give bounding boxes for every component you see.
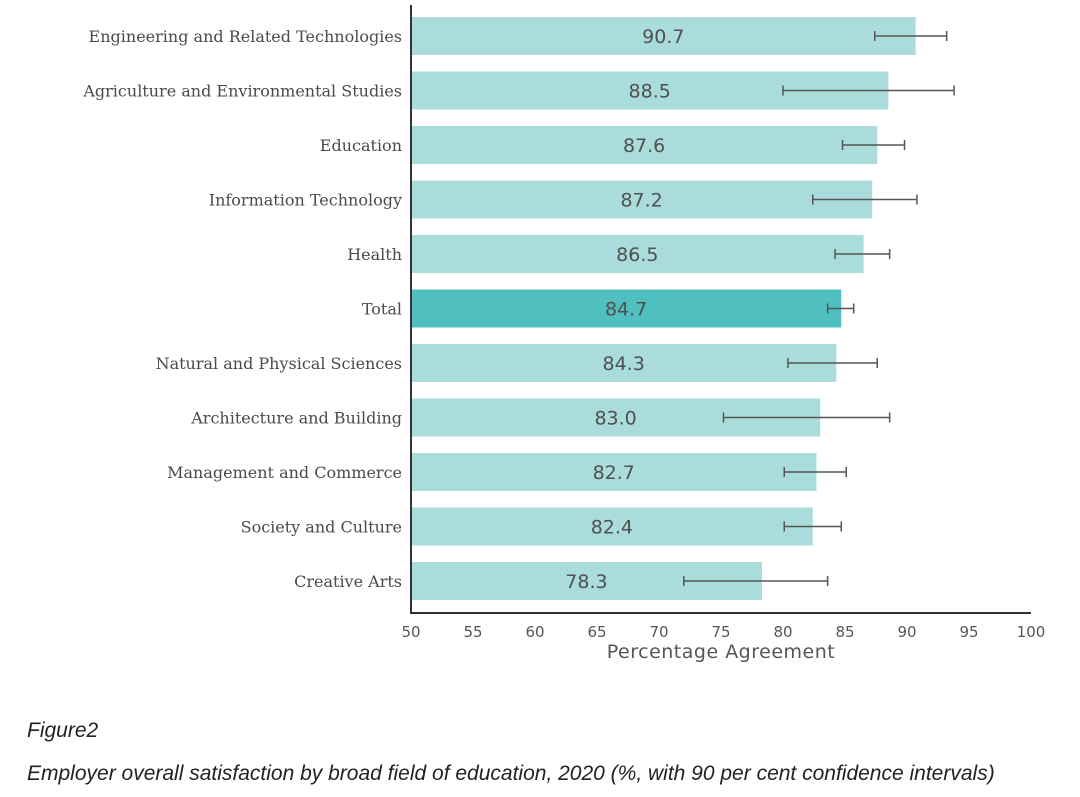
bar-value-label-5: 84.7 <box>605 299 647 321</box>
bar-value-label-10: 78.3 <box>565 571 607 593</box>
bar-value-label-1: 88.5 <box>629 81 671 103</box>
axes-layer <box>410 5 1031 614</box>
category-label-6: Natural and Physical Sciences <box>156 354 402 373</box>
error-bar-4 <box>834 249 891 259</box>
figure-label: Figure2 <box>27 719 99 742</box>
category-label-8: Management and Commerce <box>167 463 402 482</box>
error-bar-3 <box>812 194 918 205</box>
category-label-7: Architecture and Building <box>190 409 402 428</box>
category-labels-layer: Engineering and Related Technologies Agri… <box>82 27 402 591</box>
bar-value-label-2: 87.6 <box>623 135 665 157</box>
x-tick-label-8: 90 <box>897 623 916 641</box>
bar-value-label-8: 82.7 <box>593 462 635 484</box>
x-tick-label-4: 70 <box>649 623 668 641</box>
category-label-10: Creative Arts <box>294 572 402 591</box>
x-axis-title: Percentage Agreement <box>607 641 835 663</box>
bar-value-label-9: 82.4 <box>591 517 633 539</box>
x-tick-label-7: 85 <box>835 623 854 641</box>
category-label-2: Education <box>320 136 402 155</box>
error-bar-10 <box>683 576 829 586</box>
category-label-9: Society and Culture <box>241 518 402 537</box>
bar-value-label-3: 87.2 <box>620 190 662 212</box>
error-bar-1 <box>782 85 955 96</box>
category-label-3: Information Technology <box>209 191 402 210</box>
error-bar-7 <box>722 412 891 423</box>
error-bar-0 <box>874 31 948 41</box>
bar-4 <box>411 235 864 273</box>
error-bar-2 <box>841 140 906 150</box>
x-tick-label-5: 75 <box>711 623 730 641</box>
x-tick-label-2: 60 <box>525 623 544 641</box>
bar-chart: 90.7 88.5 87.6 87.2 86.5 84.7 84.3 83.0 82.7 82.4… <box>82 5 1045 663</box>
category-label-5: Total <box>362 300 402 319</box>
category-label-0: Engineering and Related Technologies <box>89 27 402 46</box>
x-tick-label-6: 80 <box>773 623 792 641</box>
tick-labels-layer: 50 55 60 65 70 75 80 85 90 95 100 <box>401 623 1045 641</box>
error-bar-9 <box>783 521 843 532</box>
x-tick-label-1: 55 <box>463 623 482 641</box>
x-tick-label-3: 65 <box>587 623 606 641</box>
bar-0 <box>411 17 916 55</box>
bar-6 <box>411 344 837 382</box>
x-tick-label-10: 100 <box>1017 623 1046 641</box>
error-bar-6 <box>787 358 878 368</box>
bar-value-label-7: 83.0 <box>594 408 636 430</box>
bars-layer <box>411 17 916 600</box>
value-labels-layer: 90.7 88.5 87.6 87.2 86.5 84.7 84.3 83.0 82.7 82.4… <box>565 26 684 593</box>
figure-caption: Employer overall satisfaction by broad f… <box>27 762 995 785</box>
bar-value-label-4: 86.5 <box>616 244 658 266</box>
error-bar-5 <box>826 303 855 314</box>
bar-9 <box>411 507 813 546</box>
bar-value-label-6: 84.3 <box>603 353 645 375</box>
bar-value-label-0: 90.7 <box>642 26 684 48</box>
bar-3 <box>411 180 873 219</box>
category-label-1: Agriculture and Environmental Studies <box>82 82 402 101</box>
x-tick-label-9: 95 <box>959 623 978 641</box>
bar-5 <box>411 289 842 328</box>
error-bars-layer <box>683 31 955 586</box>
error-bar-8 <box>783 467 847 477</box>
bar-2 <box>411 126 878 164</box>
x-tick-label-0: 50 <box>401 623 420 641</box>
bar-8 <box>411 453 817 491</box>
category-label-4: Health <box>347 245 402 264</box>
